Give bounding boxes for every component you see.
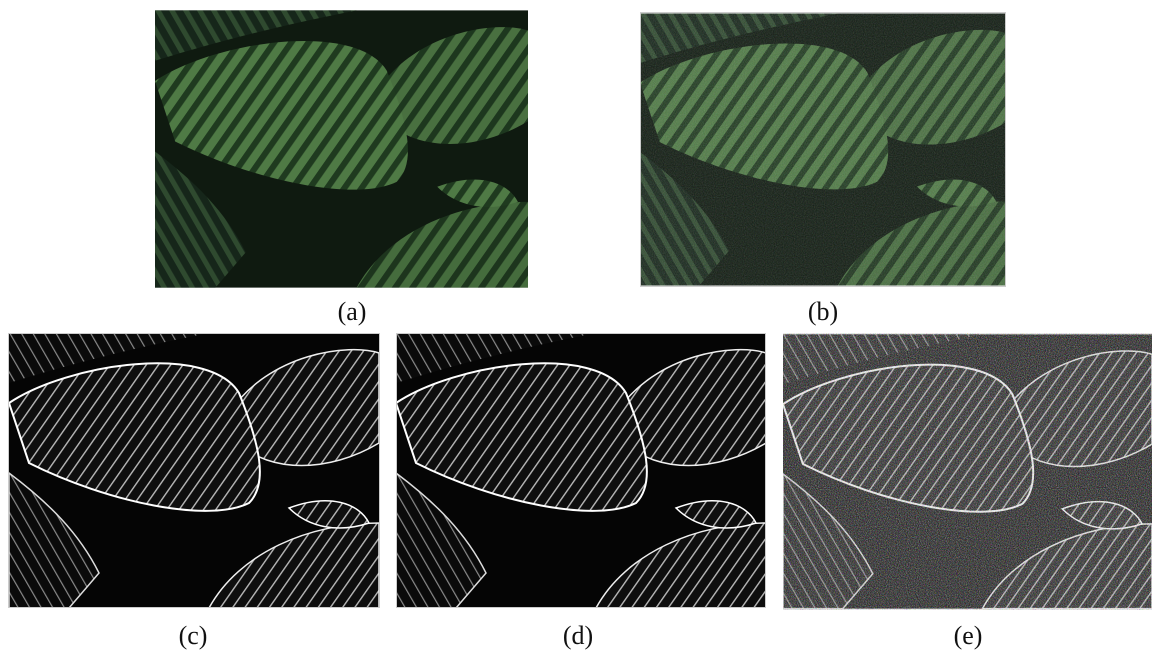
panel-label: (e) (954, 621, 983, 651)
panel-label: (b) (808, 297, 838, 327)
edge-map (8, 333, 380, 608)
image-e (783, 333, 1152, 610)
photo-noisy (640, 12, 1006, 287)
panel-label: (a) (338, 297, 367, 327)
image-d (396, 333, 766, 608)
image-a (155, 10, 528, 288)
panel-label: (d) (563, 621, 593, 651)
page: {"panels": [{"label": "(a)"}, {"label": … (0, 0, 1156, 656)
panel-label: (c) (179, 621, 208, 651)
image-c (8, 333, 380, 608)
image-b (640, 12, 1006, 287)
photo (155, 10, 528, 288)
edge-map (396, 333, 766, 608)
edge-map-noisy (783, 333, 1152, 610)
